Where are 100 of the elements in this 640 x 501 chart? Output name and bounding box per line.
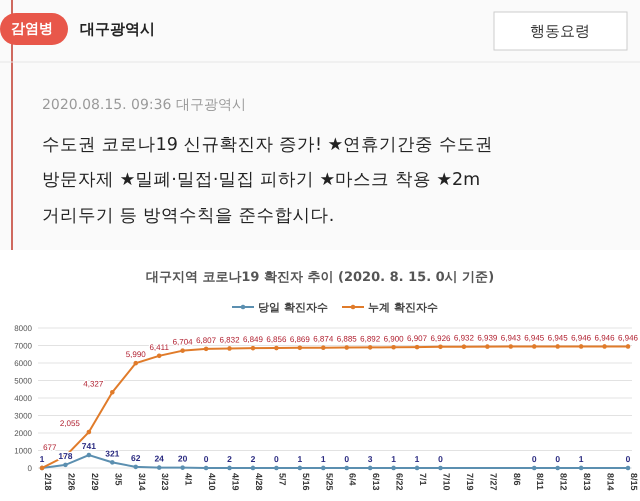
point (156, 465, 162, 470)
text: 2020.08.15. 09:36 대구광역시 (42, 97, 246, 113)
point (110, 390, 115, 395)
point (414, 344, 420, 350)
data-label: 0 (344, 454, 350, 464)
y-tick-label: 4000 (14, 394, 33, 403)
point (250, 346, 256, 350)
data-label: 6,411 (149, 342, 170, 352)
x-tick-label: 8/6 (512, 473, 522, 486)
x-tick-label: 7/10 (441, 473, 452, 491)
data-label: 1 (391, 454, 396, 464)
point (438, 466, 443, 470)
point (227, 466, 232, 470)
point (555, 344, 560, 349)
point (86, 452, 92, 458)
data-label: 6,926 (430, 334, 452, 343)
x-tick-label: 4/10 (207, 473, 218, 491)
point (204, 346, 208, 352)
x-tick-label: 7/1 (418, 473, 428, 486)
data-label: 6,946 (618, 333, 639, 342)
text: 행동요령 (530, 22, 590, 40)
x-tick-label: 7/27 (488, 473, 498, 491)
chart-title: 대구지역 코로나19 확진자 추이 (2020. 8. 15. 0시 기준) (146, 270, 494, 285)
y-tick-label: 7000 (14, 342, 33, 350)
data-label: 6,892 (360, 334, 381, 344)
x-tick-label: 5/25 (324, 473, 334, 491)
y-tick-label: 8000 (14, 324, 33, 333)
x-tick-label: 8/11 (535, 473, 546, 490)
point (626, 344, 630, 349)
point (438, 344, 443, 350)
data-label: 6,946 (571, 333, 592, 342)
point (156, 354, 162, 358)
y-tick-label: 5000 (14, 376, 33, 386)
legend-label: 누계 확진자수 (368, 301, 438, 314)
data-label: 1 (320, 454, 326, 464)
point (133, 464, 138, 470)
data-label: 321 (105, 448, 120, 458)
data-label: 6,945 (524, 333, 545, 342)
data-label: 6,869 (290, 334, 310, 344)
data-label: 6,856 (266, 335, 287, 344)
x-tick-label: 5/7 (277, 473, 288, 486)
point (368, 345, 372, 350)
data-label: 6,885 (336, 334, 358, 344)
x-tick-label: 5/16 (300, 473, 311, 491)
y-tick-label: 6000 (14, 359, 33, 368)
point (298, 345, 302, 350)
point (180, 348, 185, 353)
point (508, 344, 514, 349)
data-label: 2 (227, 454, 232, 464)
point (626, 466, 630, 470)
data-label: 1 (414, 454, 420, 464)
data-label: 1 (40, 454, 45, 464)
point (298, 466, 302, 470)
point (110, 460, 115, 465)
point (204, 466, 208, 470)
text: 방문자제 ★밀폐·밀접·밀집 피하기 ★마스크 착용 ★2m (42, 170, 480, 190)
point (532, 344, 537, 349)
data-label: 5,990 (126, 350, 146, 360)
data-label: 6,907 (407, 334, 428, 344)
data-label: 6,932 (454, 334, 474, 343)
point (274, 346, 279, 350)
data-label: 6,945 (548, 333, 568, 342)
x-tick-label: 6/13 (371, 473, 382, 491)
x-tick-label: 8/14 (606, 473, 616, 491)
data-label: 6,939 (477, 334, 498, 343)
x-tick-label: 3/14 (136, 473, 147, 491)
data-label: 4,327 (83, 379, 104, 388)
data-label: 6,807 (196, 336, 217, 345)
point (391, 344, 396, 350)
point (250, 466, 256, 470)
data-label: 0 (626, 454, 631, 464)
point (578, 344, 584, 349)
point (86, 430, 92, 434)
x-tick-label: 2/18 (43, 473, 53, 491)
x-tick-label: 3/23 (160, 473, 170, 491)
y-tick-label: 2000 (14, 429, 33, 438)
point (227, 346, 232, 351)
point (180, 465, 185, 470)
data-label: 0 (532, 454, 537, 464)
x-tick-label: 8/12 (558, 473, 569, 491)
point (555, 466, 560, 470)
data-label: 0 (204, 454, 209, 464)
x-tick-label: 8/13 (582, 473, 592, 491)
data-label: 6,946 (594, 333, 616, 342)
data-label: 741 (82, 441, 96, 452)
data-label: 6,849 (242, 335, 264, 344)
data-label: 20 (178, 454, 188, 464)
x-tick-label: 6/4 (348, 473, 358, 486)
x-tick-label: 7/19 (464, 473, 475, 491)
data-label: 24 (154, 454, 164, 464)
legend-label: 당일 확진자수 (258, 301, 328, 314)
x-tick-label: 4/28 (254, 473, 264, 491)
point (462, 344, 466, 349)
point (63, 462, 68, 468)
text: 감염병 (11, 21, 53, 37)
x-tick-label: 2/29 (90, 473, 100, 491)
data-label: 1 (297, 454, 302, 464)
y-tick-label: 0 (28, 464, 33, 473)
point (414, 466, 420, 470)
data-label: 6,900 (384, 334, 404, 344)
